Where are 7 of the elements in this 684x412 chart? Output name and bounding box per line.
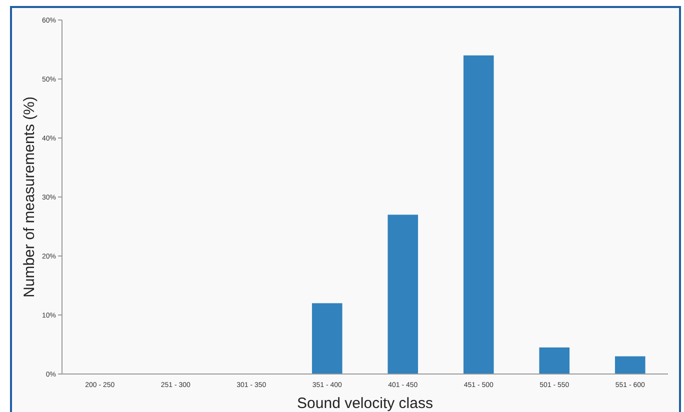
x-axis-title: Sound velocity class <box>297 395 433 412</box>
bar <box>614 356 646 374</box>
y-axis-title: Number of measurements (%) <box>21 96 38 298</box>
bar <box>463 55 494 374</box>
bar <box>388 214 418 374</box>
bar <box>312 303 342 374</box>
bar <box>539 347 570 374</box>
